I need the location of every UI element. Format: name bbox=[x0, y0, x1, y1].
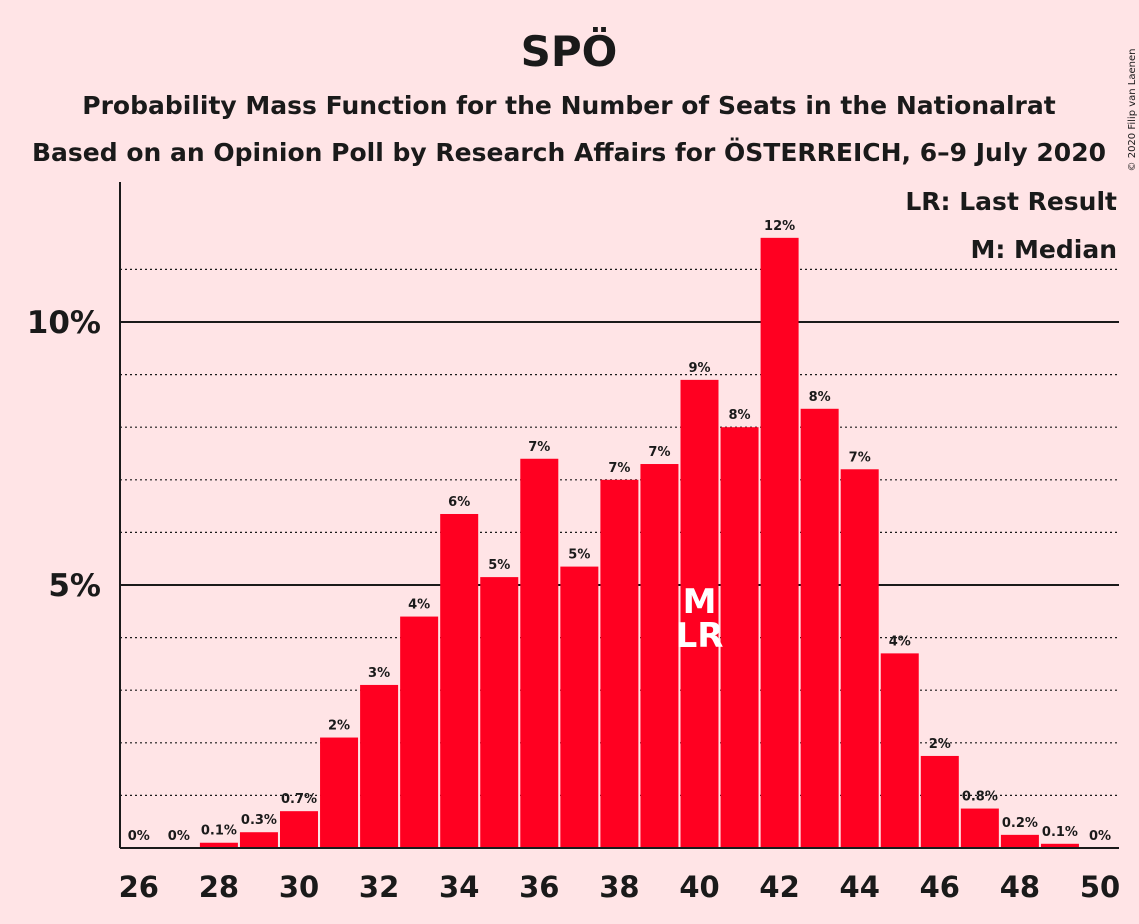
bar-label-32: 3% bbox=[368, 666, 390, 681]
bar-label-27: 0% bbox=[168, 829, 190, 844]
bar-37 bbox=[560, 566, 599, 848]
bar-label-42: 12% bbox=[764, 219, 795, 234]
bar-43 bbox=[800, 408, 839, 848]
bar-label-41: 8% bbox=[729, 408, 751, 423]
bar-label-29: 0.3% bbox=[241, 813, 277, 828]
bar-29 bbox=[239, 832, 278, 848]
x-tick-label: 30 bbox=[279, 870, 319, 904]
bar-38 bbox=[600, 479, 639, 848]
x-tick-label: 36 bbox=[519, 870, 559, 904]
bar-40 bbox=[680, 379, 719, 848]
bar-label-45: 4% bbox=[889, 634, 911, 649]
bar-label-34: 6% bbox=[448, 495, 470, 510]
bar-47 bbox=[960, 808, 999, 848]
bar-label-33: 4% bbox=[408, 598, 430, 613]
x-tick-label: 42 bbox=[759, 870, 799, 904]
bar-label-44: 7% bbox=[849, 450, 871, 465]
chart-subtitle-1: Probability Mass Function for the Number… bbox=[82, 91, 1055, 120]
bar-32 bbox=[360, 684, 399, 848]
x-tick-label: 28 bbox=[199, 870, 239, 904]
x-tick-labels: 26 28 30 32 34 36 38 40 42 44 46 48 50 bbox=[119, 870, 1121, 904]
chart-subtitle-2: Based on an Opinion Poll by Research Aff… bbox=[32, 137, 1106, 167]
bar-35 bbox=[480, 577, 519, 848]
bar-labels: 0% 0% 0.1% 0.3% 0.7% 2% 3% 4% 6% 5% 7% 5% 7% 7% 9% 8% 12… bbox=[128, 219, 1111, 844]
bar-41 bbox=[720, 427, 759, 848]
bar-label-38: 7% bbox=[608, 461, 630, 476]
x-tick-label: 46 bbox=[920, 870, 960, 904]
bar-label-46: 2% bbox=[929, 737, 951, 752]
bar-39 bbox=[640, 464, 679, 848]
bar-28 bbox=[199, 842, 238, 848]
bar-label-50: 0% bbox=[1089, 829, 1111, 844]
bars bbox=[199, 237, 1079, 849]
bar-label-26: 0% bbox=[128, 829, 150, 844]
bar-48 bbox=[1000, 834, 1039, 848]
bar-label-30: 0.7% bbox=[281, 792, 317, 807]
x-tick-label: 40 bbox=[679, 870, 719, 904]
bar-label-31: 2% bbox=[328, 719, 350, 734]
y-tick-label: 5% bbox=[48, 568, 101, 604]
bar-44 bbox=[840, 469, 879, 848]
bar-label-48: 0.2% bbox=[1002, 816, 1038, 831]
gridlines bbox=[120, 268, 1119, 797]
x-tick-label: 50 bbox=[1080, 870, 1120, 904]
bar-label-47: 0.8% bbox=[962, 790, 998, 805]
y-tick-labels: 5% 10% bbox=[27, 305, 101, 604]
bar-31 bbox=[320, 737, 359, 848]
x-tick-label: 34 bbox=[439, 870, 479, 904]
bar-label-35: 5% bbox=[488, 558, 510, 573]
median-marker: M bbox=[683, 582, 717, 622]
chart-title: SPÖ bbox=[521, 26, 618, 76]
bar-49 bbox=[1040, 843, 1079, 848]
bar-45 bbox=[880, 653, 919, 848]
bar-label-40: 9% bbox=[688, 361, 710, 376]
x-tick-label: 38 bbox=[599, 870, 639, 904]
last-result-marker: LR bbox=[676, 616, 724, 656]
bar-label-43: 8% bbox=[809, 390, 831, 405]
bar-label-49: 0.1% bbox=[1042, 825, 1078, 840]
bar-42 bbox=[760, 237, 799, 849]
bar-label-37: 5% bbox=[568, 548, 590, 563]
bar-33 bbox=[400, 616, 439, 848]
bar-label-36: 7% bbox=[528, 440, 550, 455]
bar-label-28: 0.1% bbox=[201, 824, 237, 839]
copyright-text: © 2020 Filip van Laenen bbox=[1127, 49, 1138, 172]
legend-last-result: LR: Last Result bbox=[905, 187, 1117, 216]
x-tick-label: 26 bbox=[119, 870, 159, 904]
x-tick-label: 48 bbox=[1000, 870, 1040, 904]
bar-label-39: 7% bbox=[648, 445, 670, 460]
x-tick-label: 44 bbox=[840, 870, 880, 904]
y-tick-label: 10% bbox=[27, 305, 101, 341]
bar-30 bbox=[280, 811, 318, 848]
bar-46 bbox=[920, 755, 959, 848]
bar-34 bbox=[440, 513, 479, 848]
bar-36 bbox=[520, 458, 559, 848]
x-tick-label: 32 bbox=[359, 870, 399, 904]
legend-median: M: Median bbox=[970, 235, 1117, 264]
